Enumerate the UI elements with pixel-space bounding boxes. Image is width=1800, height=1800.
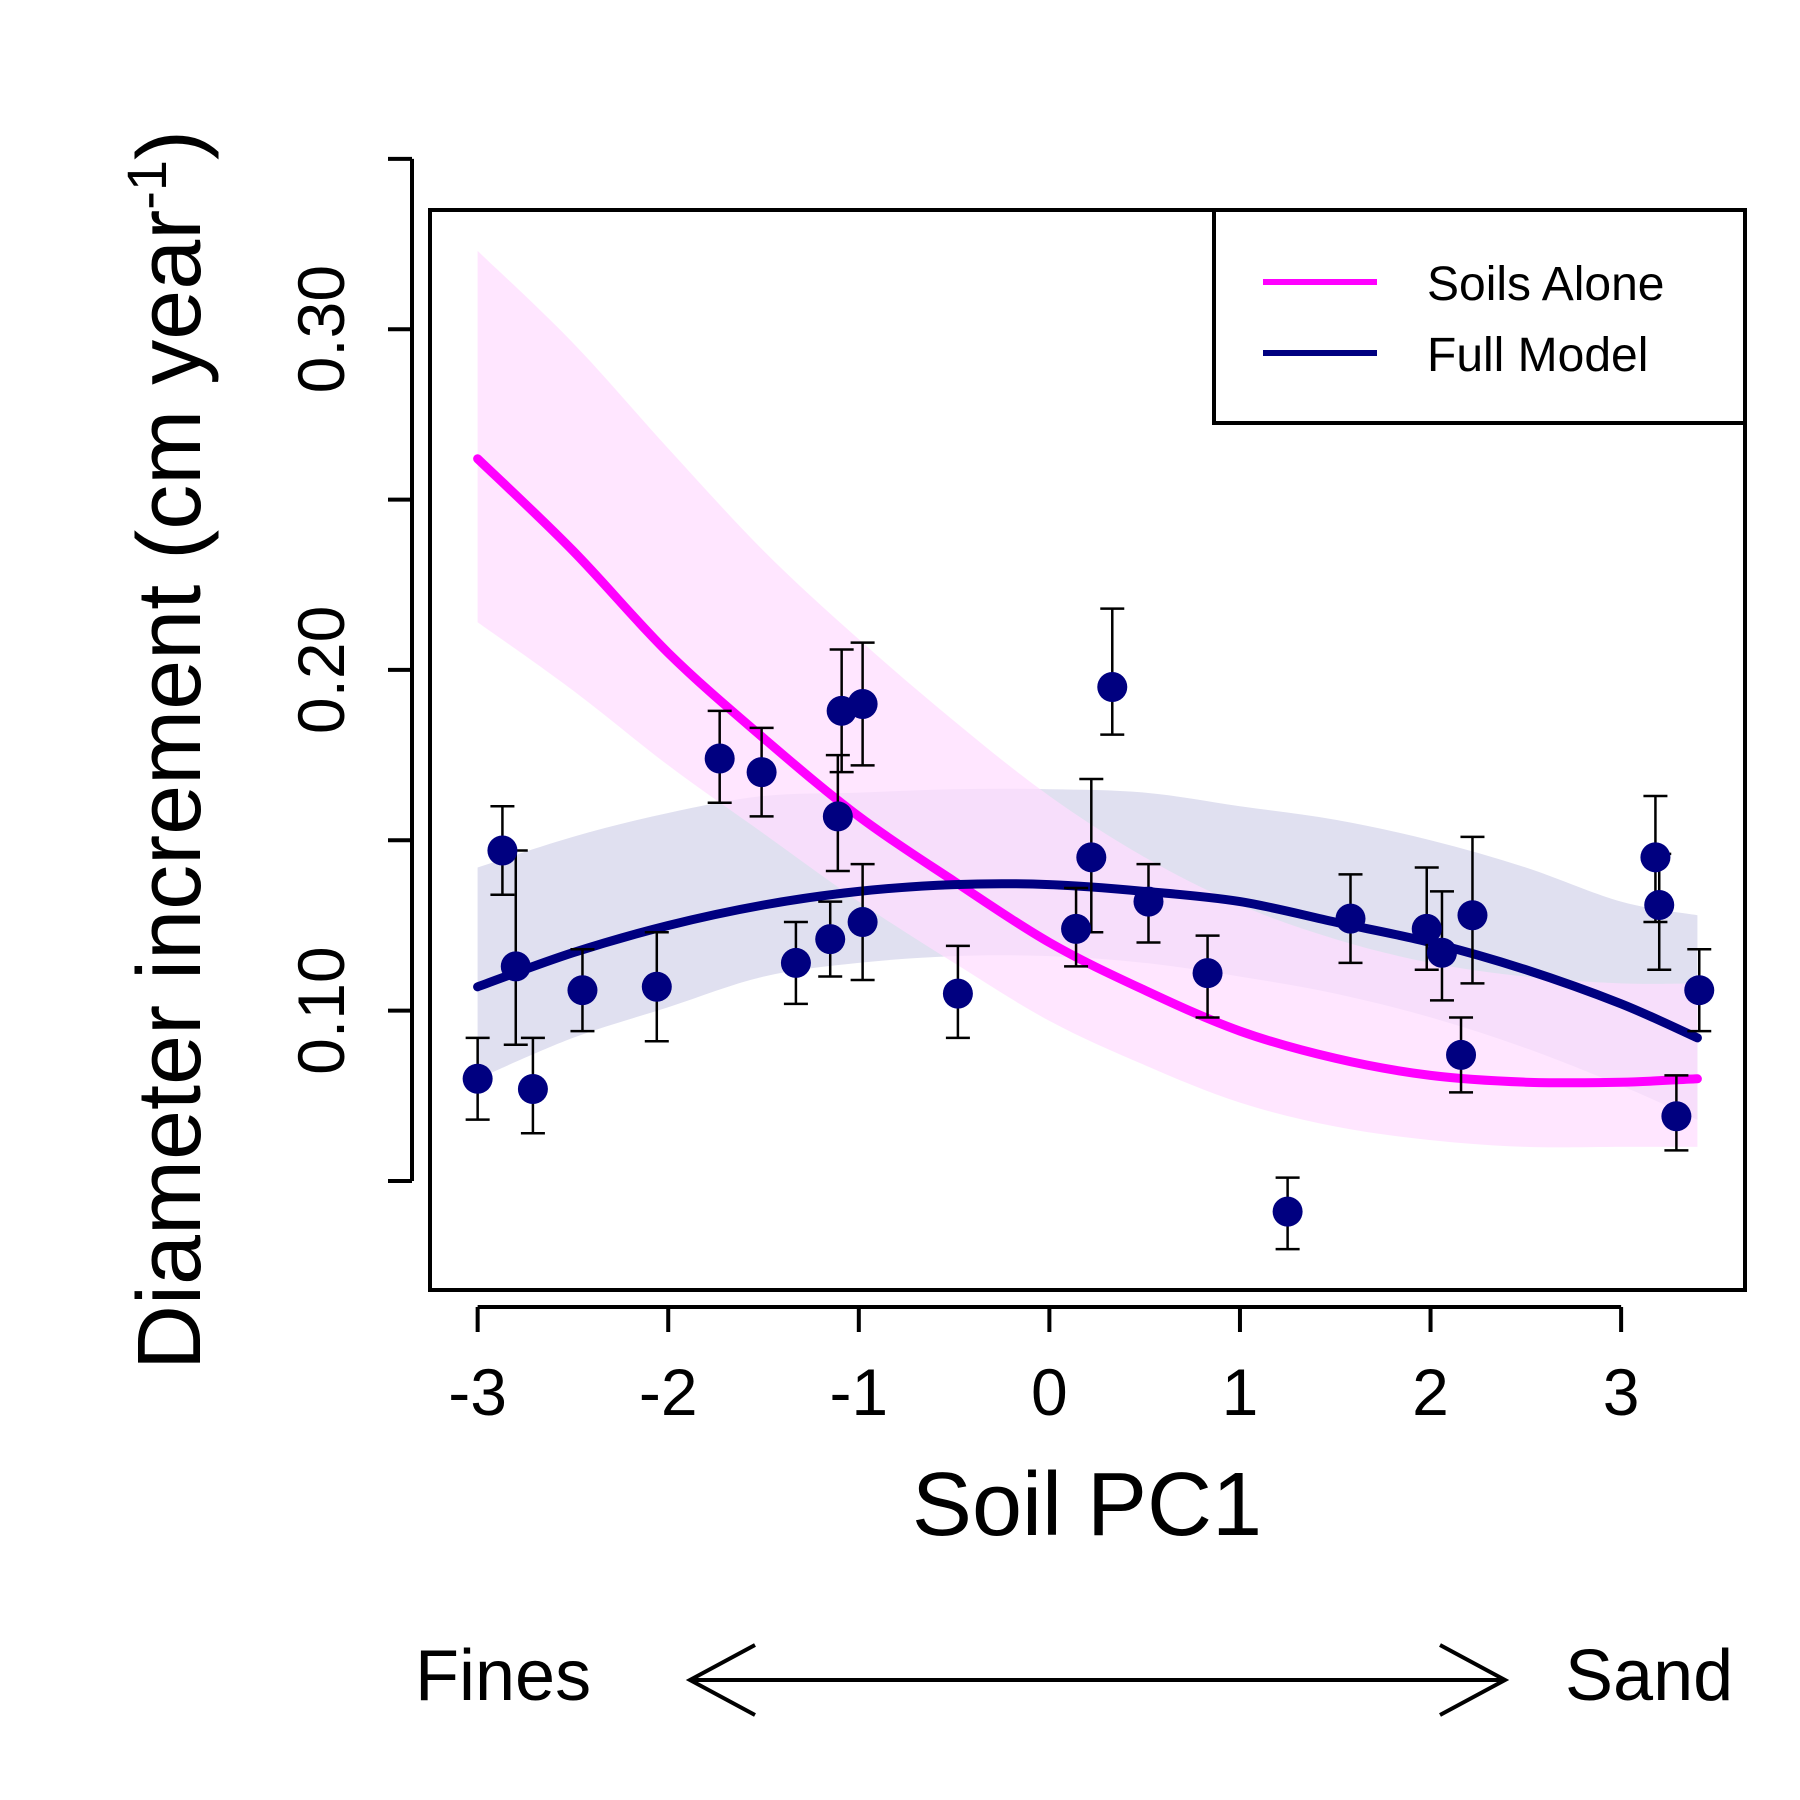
x-tick-label: 0 <box>1031 1355 1068 1429</box>
data-point <box>487 835 518 866</box>
data-point <box>517 1073 548 1104</box>
curve-full-model <box>473 879 1702 1043</box>
x-axis-title: Soil PC1 <box>912 1455 1262 1555</box>
data-point <box>780 947 811 978</box>
data-point <box>815 924 846 955</box>
x-tick-label: -2 <box>639 1355 698 1429</box>
arrow-left-head <box>685 1643 756 1717</box>
data-point <box>942 978 973 1009</box>
error-bar <box>1100 607 1125 736</box>
y-axis-title-main: Diameter increment (cm year <box>120 210 220 1370</box>
data-point <box>1684 975 1715 1006</box>
data-point <box>746 757 777 788</box>
arrow-right-head <box>1439 1643 1510 1717</box>
data-point <box>847 907 878 938</box>
data-points <box>462 671 1715 1227</box>
sand-label: Sand <box>1565 1636 1733 1716</box>
legend: Soils Alone Full Model <box>1212 208 1747 425</box>
data-point <box>1644 890 1675 921</box>
y-axis-title-superscript: -1 <box>115 160 178 210</box>
data-point <box>1076 842 1107 873</box>
y-axis-title-close: ) <box>120 130 220 160</box>
data-point <box>704 743 735 774</box>
y-tick-label: 0.10 <box>284 946 358 1074</box>
legend-label-soils-alone: Soils Alone <box>1427 258 1665 311</box>
x-tick-label: -1 <box>829 1355 888 1429</box>
data-point <box>1426 937 1457 968</box>
x-tick-label: -3 <box>448 1355 507 1429</box>
y-tick-label: 0.30 <box>284 265 358 393</box>
fines-label: Fines <box>415 1636 591 1716</box>
data-point <box>1133 886 1164 917</box>
x-axis: -3 -2 -1 0 1 2 3 <box>448 1305 1640 1429</box>
plot-frame <box>428 208 1747 1292</box>
data-point <box>1457 900 1488 931</box>
data-point <box>1097 671 1128 702</box>
y-axis-title: Diameter increment (cm year-1) <box>115 130 220 1370</box>
legend-box <box>1212 208 1747 425</box>
data-point <box>1272 1196 1303 1227</box>
y-axis: 0.10 0.20 0.30 <box>284 156 414 1183</box>
y-tick-label: 0.20 <box>284 606 358 734</box>
legend-label-full-model: Full Model <box>1427 329 1648 382</box>
data-point <box>462 1063 493 1094</box>
data-point <box>1192 958 1223 989</box>
curve-soils-alone <box>473 454 1702 1088</box>
data-point <box>847 689 878 720</box>
x-tick-label: 2 <box>1412 1355 1449 1429</box>
data-point <box>1661 1101 1692 1132</box>
texture-annotation: Fines Sand <box>415 1636 1733 1717</box>
data-point <box>641 971 672 1002</box>
data-point <box>1411 913 1442 944</box>
data-point <box>1335 903 1366 934</box>
x-tick-label: 3 <box>1603 1355 1640 1429</box>
data-point <box>1640 842 1671 873</box>
data-point <box>822 801 853 832</box>
data-point <box>1061 913 1092 944</box>
data-point <box>500 951 531 982</box>
x-tick-label: 1 <box>1222 1355 1259 1429</box>
data-point <box>1446 1039 1477 1070</box>
fitted-curves <box>473 454 1702 1088</box>
data-point <box>567 975 598 1006</box>
